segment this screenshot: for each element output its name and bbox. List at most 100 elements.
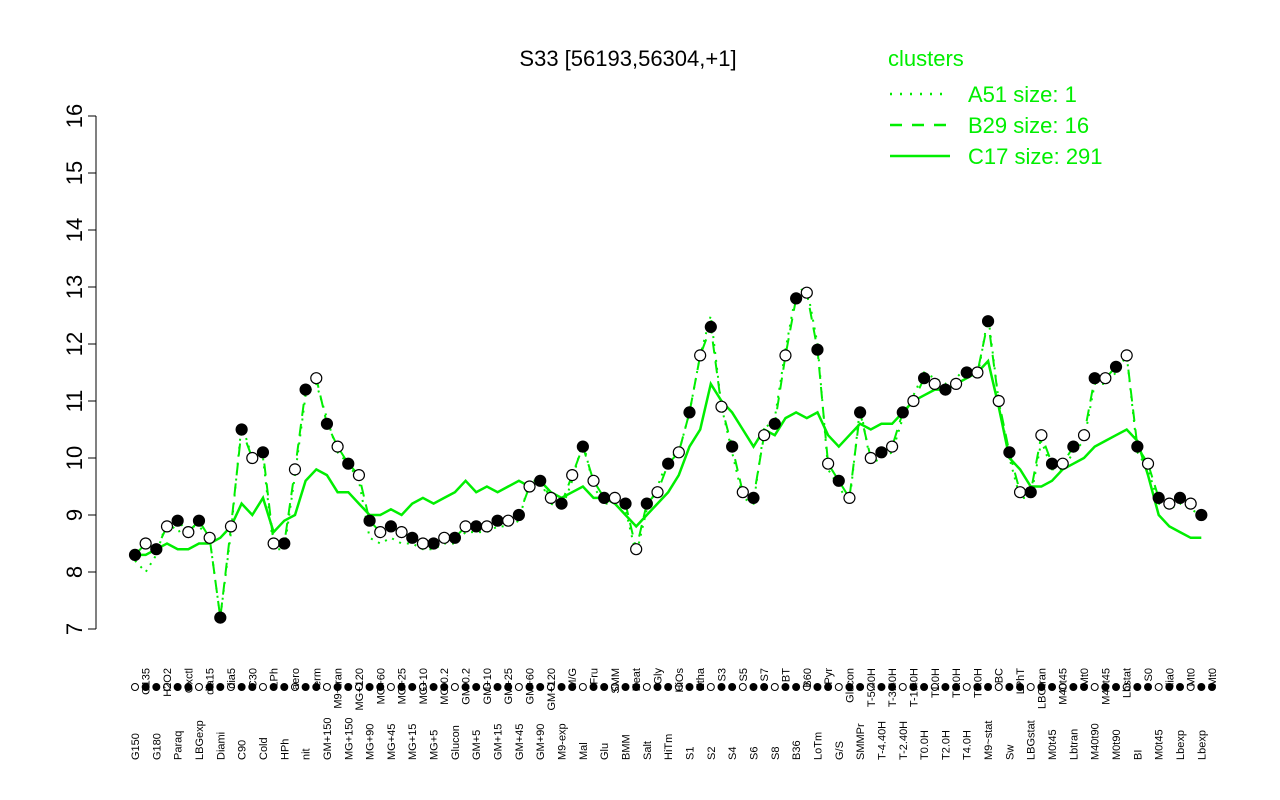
x-sample-marker	[824, 683, 833, 691]
x-sample-marker	[696, 683, 705, 691]
x-sample-marker	[1101, 683, 1110, 691]
x-sample-marker	[1208, 683, 1216, 691]
x-tick-label: S2	[706, 747, 718, 760]
data-point	[779, 349, 792, 362]
x-tick-label: M9~tran	[333, 668, 345, 709]
x-sample-marker	[184, 683, 193, 691]
data-point	[971, 366, 984, 379]
x-tick-label: Etha	[695, 667, 707, 691]
data-point	[566, 469, 579, 482]
x-tick-label: M9~stat	[983, 721, 995, 760]
x-tick-label: Salt	[642, 741, 654, 760]
x-sample-marker	[632, 683, 641, 691]
x-tick-label: LoTm	[812, 732, 824, 760]
data-point	[256, 446, 270, 459]
data-point	[747, 491, 760, 504]
x-tick-label: MG+15	[407, 724, 419, 760]
data-point	[875, 446, 888, 459]
x-tick-label: Mt0	[1186, 668, 1198, 686]
data-point	[907, 394, 920, 408]
x-tick-label: T5.0H	[972, 668, 984, 698]
data-point	[694, 349, 707, 362]
data-point	[310, 372, 323, 385]
x-tick-label: M0t90	[1111, 729, 1123, 760]
x-sample-marker	[290, 683, 299, 691]
x-sample-marker	[781, 683, 790, 691]
legend-label-b29: B29 size: 16	[968, 113, 1089, 138]
x-sample-marker	[557, 683, 566, 691]
x-tick-label: GM+90	[535, 724, 547, 760]
data-point	[1120, 349, 1133, 362]
x-tick-label: MG+90	[365, 724, 377, 760]
x-tick-label: HPh	[279, 739, 291, 760]
x-tick-label: Lbstat	[1122, 668, 1134, 698]
x-tick-label: C90	[237, 740, 249, 760]
x-sample-marker	[514, 683, 523, 691]
data-point	[1088, 372, 1101, 385]
x-tick-label: BI	[1132, 750, 1144, 760]
series-line-solid	[135, 358, 1202, 557]
x-sample-marker	[962, 683, 971, 691]
data-point	[854, 406, 867, 419]
x-tick-label: GM+5	[471, 730, 483, 760]
x-sample-marker	[408, 683, 417, 691]
data-point	[1067, 440, 1080, 453]
legend-title: clusters	[888, 46, 964, 71]
data-point	[928, 377, 941, 390]
data-point	[342, 457, 355, 470]
x-tick-label: HiOs	[674, 668, 686, 693]
data-point	[448, 531, 462, 544]
legend-label-a51: A51 size: 1	[968, 82, 1077, 107]
x-tick-label: S3	[716, 668, 728, 681]
data-point	[576, 440, 589, 453]
x-tick-label: Cold	[258, 737, 270, 760]
data-point	[1035, 429, 1048, 442]
data-point	[171, 514, 184, 527]
x-sample-marker	[952, 683, 961, 691]
y-axis: 7 8 9 10 11 12 13 14 15 16	[62, 104, 97, 635]
data-point	[1163, 497, 1176, 510]
x-tick-label: Oxctl	[183, 668, 195, 693]
x-sample-marker	[834, 683, 843, 691]
x-sample-marker	[930, 683, 939, 691]
x-sample-marker	[674, 683, 683, 691]
x-sample-marker	[397, 683, 406, 691]
x-tick-label: GM+150	[322, 718, 334, 761]
data-point	[1109, 360, 1123, 373]
data-point	[352, 469, 366, 482]
x-sample-marker	[1154, 683, 1163, 691]
data-point	[544, 491, 557, 504]
x-sample-marker	[1197, 683, 1206, 691]
x-sample-marker	[642, 683, 651, 691]
y-tick-label: 12	[62, 332, 87, 356]
y-tick-label: 11	[62, 390, 87, 413]
x-tick-label: LBGtran	[1036, 668, 1048, 709]
x-sample-marker	[1037, 683, 1046, 691]
x-tick-label: B60	[802, 668, 814, 688]
x-sample-marker	[1058, 683, 1067, 691]
x-tick-label: GM+25	[503, 668, 515, 704]
data-point	[1173, 491, 1187, 504]
legend: clusters A51 size: 1 B29 size: 16 C17 si…	[888, 46, 1103, 169]
data-point	[811, 343, 824, 356]
x-tick-label: Diami	[215, 732, 227, 760]
x-tick-label: T-3.40H	[887, 668, 899, 707]
x-sample-marker	[728, 683, 737, 691]
data-point	[608, 491, 621, 504]
x-tick-label: S1	[684, 747, 696, 760]
x-tick-label: Mal	[578, 742, 590, 760]
data-point	[523, 480, 536, 493]
data-point	[459, 520, 472, 533]
x-tick-label: M/G	[567, 668, 579, 689]
data-point	[619, 497, 632, 510]
x-sample-marker	[1005, 683, 1014, 691]
data-point	[192, 514, 206, 527]
data-point	[758, 429, 771, 442]
x-sample-marker	[376, 683, 385, 691]
x-sample-marker	[546, 683, 555, 691]
x-sample-marker	[664, 683, 673, 691]
data-point	[203, 531, 216, 544]
x-tick-label: Gly	[653, 668, 665, 685]
y-tick-label: 14	[62, 218, 87, 242]
x-tick-label: nit	[301, 748, 313, 760]
